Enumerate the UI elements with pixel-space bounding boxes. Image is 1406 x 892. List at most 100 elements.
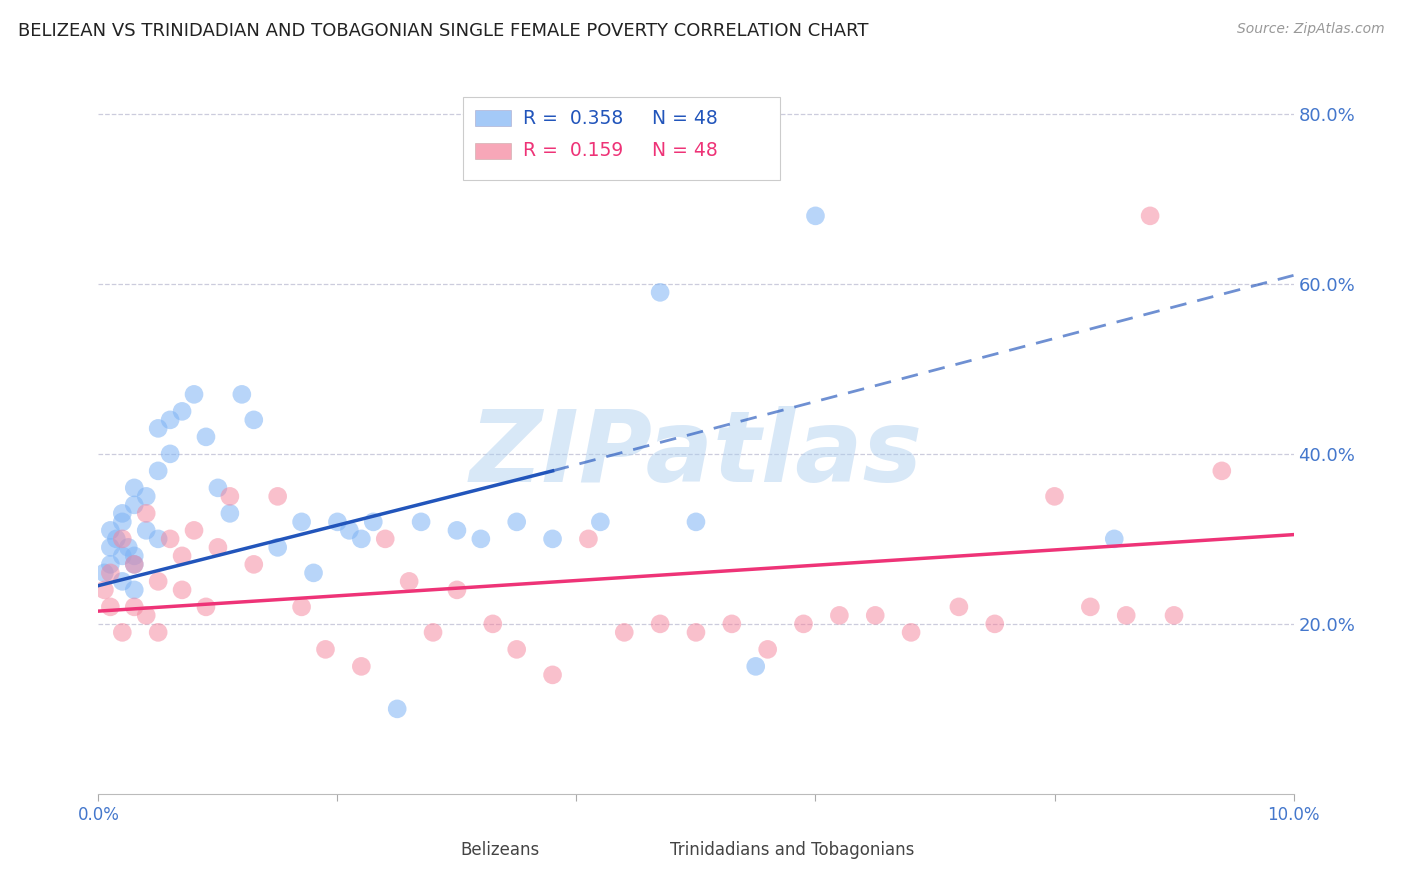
Point [446, 524, 468, 538]
FancyBboxPatch shape [422, 834, 453, 848]
Point [183, 524, 205, 538]
Point [398, 574, 420, 589]
Point [124, 481, 146, 495]
Point [243, 558, 266, 572]
Point [613, 625, 636, 640]
FancyBboxPatch shape [475, 143, 510, 159]
Point [1104, 532, 1126, 546]
Point [267, 541, 290, 555]
Point [1115, 608, 1137, 623]
Point [482, 616, 505, 631]
Point [98, 558, 122, 572]
Point [385, 702, 409, 716]
Point [984, 616, 1007, 631]
Point [124, 498, 146, 512]
Point [470, 532, 492, 546]
Point [135, 489, 157, 503]
Point [291, 599, 314, 614]
Point [148, 625, 170, 640]
Point [172, 404, 194, 418]
Text: ZIPatlas: ZIPatlas [470, 406, 922, 503]
FancyBboxPatch shape [630, 834, 661, 848]
Point [865, 608, 887, 623]
Text: R =  0.358: R = 0.358 [523, 109, 623, 128]
Point [339, 524, 361, 538]
Point [350, 532, 373, 546]
Point [98, 599, 122, 614]
Point [135, 608, 157, 623]
Point [363, 515, 385, 529]
Point [124, 549, 146, 563]
Point [159, 447, 181, 461]
Point [1043, 489, 1066, 503]
Text: BELIZEAN VS TRINIDADIAN AND TOBAGONIAN SINGLE FEMALE POVERTY CORRELATION CHART: BELIZEAN VS TRINIDADIAN AND TOBAGONIAN S… [18, 22, 869, 40]
Point [1080, 599, 1102, 614]
Point [793, 616, 815, 631]
Point [291, 515, 314, 529]
Point [589, 515, 612, 529]
Point [685, 515, 707, 529]
Point [506, 515, 529, 529]
Point [93, 582, 115, 597]
Point [124, 558, 146, 572]
Point [207, 541, 229, 555]
Point [124, 599, 146, 614]
Text: N = 48: N = 48 [652, 141, 717, 161]
Text: N = 48: N = 48 [652, 109, 717, 128]
Point [98, 541, 122, 555]
Point [105, 532, 128, 546]
Point [1211, 464, 1233, 478]
Point [685, 625, 707, 640]
Point [135, 507, 157, 521]
Point [302, 566, 325, 580]
Point [900, 625, 922, 640]
Text: Belizeans: Belizeans [461, 841, 540, 859]
Point [135, 524, 157, 538]
Point [111, 625, 134, 640]
Point [541, 668, 564, 682]
Point [411, 515, 433, 529]
Point [219, 489, 242, 503]
Point [98, 524, 122, 538]
Point [506, 642, 529, 657]
Point [231, 387, 253, 401]
Point [446, 582, 468, 597]
Point [148, 532, 170, 546]
Point [578, 532, 600, 546]
Text: Trinidadians and Tobagonians: Trinidadians and Tobagonians [669, 841, 914, 859]
Point [828, 608, 851, 623]
Text: Source: ZipAtlas.com: Source: ZipAtlas.com [1237, 22, 1385, 37]
Point [183, 387, 205, 401]
Text: R =  0.159: R = 0.159 [523, 141, 623, 161]
Point [172, 549, 194, 563]
Point [756, 642, 779, 657]
Point [422, 625, 444, 640]
Point [350, 659, 373, 673]
Point [117, 541, 139, 555]
Point [948, 599, 970, 614]
Point [745, 659, 768, 673]
Point [326, 515, 349, 529]
Point [148, 574, 170, 589]
FancyBboxPatch shape [475, 111, 510, 127]
Point [650, 285, 672, 300]
Point [650, 616, 672, 631]
Point [207, 481, 229, 495]
Point [315, 642, 337, 657]
Point [219, 507, 242, 521]
Point [1139, 209, 1161, 223]
Point [111, 574, 134, 589]
Point [195, 599, 218, 614]
Point [195, 430, 218, 444]
Point [148, 421, 170, 435]
Point [541, 532, 564, 546]
Point [267, 489, 290, 503]
Point [148, 464, 170, 478]
Point [243, 413, 266, 427]
Point [111, 549, 134, 563]
Point [124, 582, 146, 597]
Point [804, 209, 827, 223]
Point [721, 616, 744, 631]
Point [159, 413, 181, 427]
Point [111, 532, 134, 546]
